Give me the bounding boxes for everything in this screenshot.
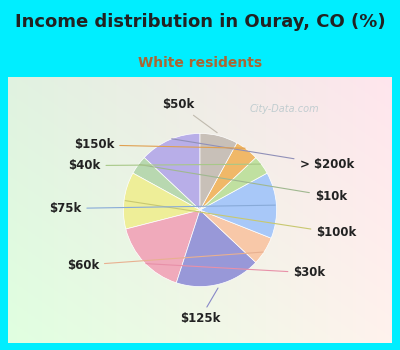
Text: Income distribution in Ouray, CO (%): Income distribution in Ouray, CO (%)	[15, 13, 385, 30]
Text: $50k: $50k	[162, 98, 217, 133]
Text: > $200k: > $200k	[172, 139, 354, 170]
Wedge shape	[176, 210, 256, 287]
Wedge shape	[200, 173, 276, 238]
Text: $40k: $40k	[68, 159, 260, 172]
Text: $150k: $150k	[74, 138, 245, 152]
Wedge shape	[124, 173, 200, 229]
Text: $10k: $10k	[140, 164, 347, 203]
Text: $30k: $30k	[146, 264, 326, 279]
Wedge shape	[200, 133, 237, 210]
Wedge shape	[126, 210, 200, 283]
Wedge shape	[133, 158, 200, 210]
Text: $75k: $75k	[49, 202, 275, 215]
Wedge shape	[200, 158, 267, 210]
Text: City-Data.com: City-Data.com	[250, 104, 319, 114]
Wedge shape	[144, 133, 200, 210]
Text: $60k: $60k	[67, 252, 263, 272]
Text: White residents: White residents	[138, 56, 262, 70]
Wedge shape	[200, 143, 256, 210]
Wedge shape	[200, 210, 271, 262]
Text: $125k: $125k	[180, 288, 220, 325]
Text: $100k: $100k	[125, 201, 357, 239]
